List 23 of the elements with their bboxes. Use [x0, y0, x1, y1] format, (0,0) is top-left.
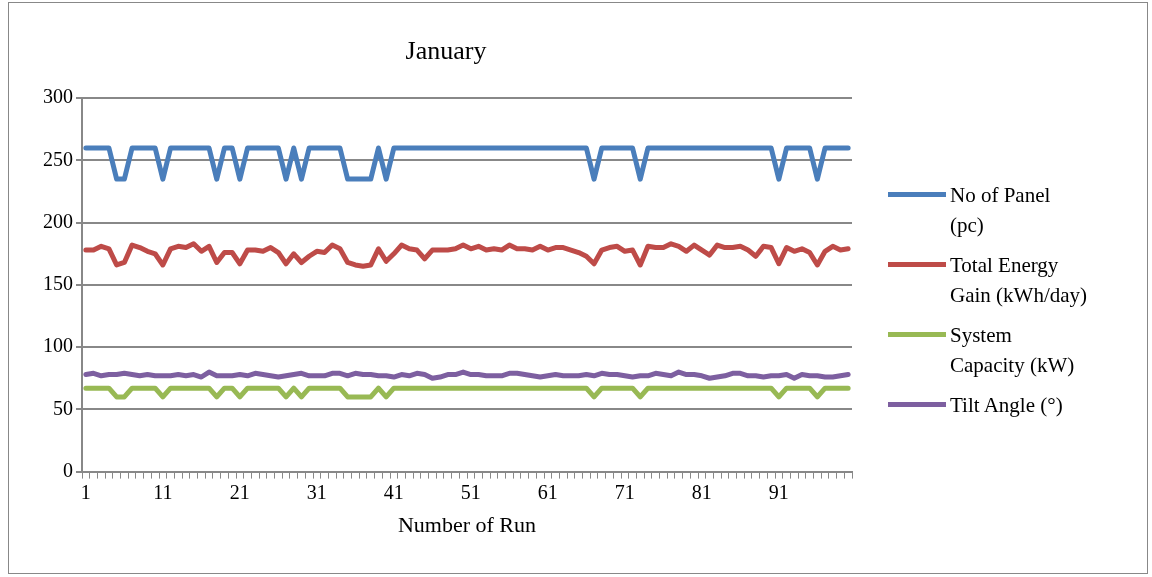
y-tick-label: 0 [63, 458, 73, 481]
x-tick-label: 61 [537, 480, 558, 503]
x-tick-label: 1 [80, 480, 91, 503]
x-tick-label: 51 [460, 480, 481, 503]
chart-title: January [405, 36, 487, 66]
x-tick-label: 21 [229, 480, 250, 503]
y-tick-label: 250 [43, 147, 73, 170]
legend-label: No of Panel (pc) [950, 182, 1052, 239]
x-tick-label: 31 [306, 480, 327, 503]
x-axis-title: Number of Run [397, 511, 537, 537]
legend-label: System Capacity (kW) [950, 322, 1076, 379]
x-tick-label: 11 [153, 480, 173, 503]
y-tick-label: 100 [43, 334, 73, 357]
legend-label: Total Energy Gain (kWh/day) [950, 252, 1088, 309]
legend-label: Tilt Angle (°) [950, 392, 1064, 419]
x-tick-label: 41 [383, 480, 404, 503]
y-tick-label: 50 [53, 396, 73, 419]
y-tick-label: 200 [43, 209, 73, 232]
x-tick-label: 91 [768, 480, 789, 503]
x-tick-label: 81 [691, 480, 712, 503]
y-tick-label: 300 [43, 85, 73, 108]
x-tick-label: 71 [614, 480, 635, 503]
y-tick-label: 150 [43, 272, 73, 295]
